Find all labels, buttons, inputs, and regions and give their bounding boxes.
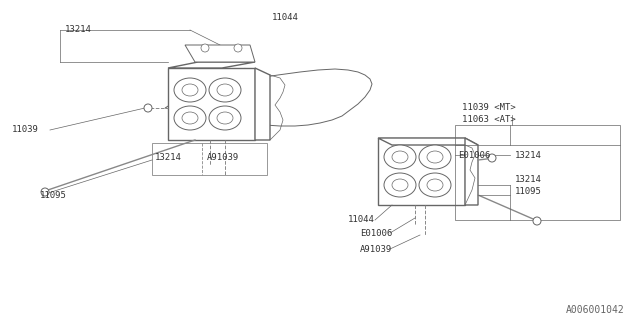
Ellipse shape (209, 106, 241, 130)
Polygon shape (165, 69, 372, 126)
Ellipse shape (174, 106, 206, 130)
Polygon shape (168, 62, 255, 68)
Text: A91039: A91039 (360, 244, 392, 253)
Polygon shape (465, 138, 478, 205)
Text: 11063 <AT>: 11063 <AT> (462, 116, 516, 124)
Text: 11039: 11039 (12, 125, 39, 134)
Ellipse shape (427, 179, 443, 191)
Text: 11039 <MT>: 11039 <MT> (462, 103, 516, 113)
Circle shape (201, 44, 209, 52)
Text: E01006: E01006 (360, 228, 392, 237)
Ellipse shape (419, 173, 451, 197)
Circle shape (144, 104, 152, 112)
Ellipse shape (182, 112, 198, 124)
Ellipse shape (217, 84, 233, 96)
Polygon shape (378, 138, 478, 145)
Ellipse shape (217, 112, 233, 124)
Bar (455, 125, 620, 220)
Text: 11044: 11044 (348, 215, 375, 225)
Polygon shape (185, 45, 255, 62)
Text: A006001042: A006001042 (566, 305, 625, 315)
Ellipse shape (384, 145, 416, 169)
Bar (152, 143, 267, 175)
Text: A91039: A91039 (207, 154, 239, 163)
Text: 13214: 13214 (515, 150, 542, 159)
Ellipse shape (392, 179, 408, 191)
Ellipse shape (419, 145, 451, 169)
Text: 11095: 11095 (515, 188, 542, 196)
Text: E01006: E01006 (458, 150, 490, 159)
Circle shape (488, 154, 496, 162)
Circle shape (41, 188, 49, 196)
Text: 11044: 11044 (272, 13, 299, 22)
Circle shape (533, 217, 541, 225)
Ellipse shape (427, 151, 443, 163)
Polygon shape (378, 138, 465, 205)
Text: 13214: 13214 (515, 175, 542, 185)
Ellipse shape (174, 78, 206, 102)
Polygon shape (255, 68, 270, 140)
Ellipse shape (384, 173, 416, 197)
Polygon shape (168, 68, 255, 140)
Ellipse shape (182, 84, 198, 96)
Circle shape (234, 44, 242, 52)
Text: 13214: 13214 (65, 25, 92, 34)
Ellipse shape (392, 151, 408, 163)
Text: 11095: 11095 (40, 191, 67, 201)
Text: 13214: 13214 (155, 154, 182, 163)
Ellipse shape (209, 78, 241, 102)
